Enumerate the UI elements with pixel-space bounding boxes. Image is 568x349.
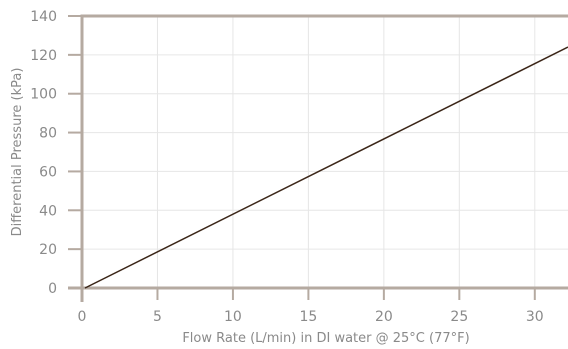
grid <box>82 16 568 288</box>
series <box>84 46 568 289</box>
x-tick-label: 0 <box>78 309 87 325</box>
y-tick-label: 40 <box>39 203 57 219</box>
x-tick-label: 15 <box>299 309 317 325</box>
y-tick-label: 20 <box>39 242 57 258</box>
y-tick-label: 80 <box>39 126 57 142</box>
y-tick-label: 0 <box>48 281 57 297</box>
axes <box>68 14 568 302</box>
y-tick-label: 100 <box>30 87 57 103</box>
y-axis-title: Differential Pressure (kPa) <box>10 68 25 237</box>
y-tick-label: 60 <box>39 164 57 180</box>
tick-labels: 0 20 40 60 80 100 120 140 0 5 10 15 20 25 30 <box>30 9 543 325</box>
x-tick-label: 20 <box>375 309 393 325</box>
x-tick-label: 5 <box>153 309 162 325</box>
x-axis-title: Flow Rate (L/min) in DI water @ 25°C (77… <box>182 331 469 346</box>
x-tick-label: 25 <box>450 309 468 325</box>
y-tick-label: 120 <box>30 48 57 64</box>
x-tick-label: 10 <box>224 309 242 325</box>
x-tick-label: 30 <box>526 309 544 325</box>
series-line <box>84 46 568 289</box>
y-tick-label: 140 <box>30 9 57 25</box>
